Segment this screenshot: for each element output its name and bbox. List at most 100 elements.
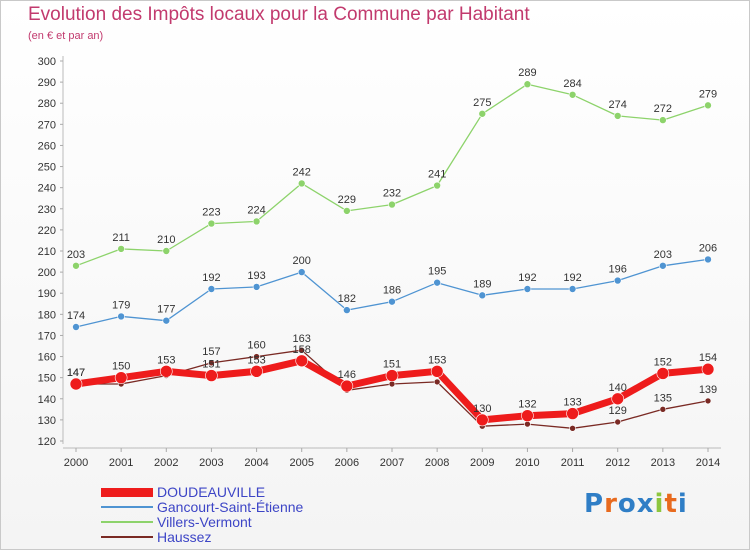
data-label-doudeauville: 158 (293, 344, 311, 356)
data-label-haussez: 147 (67, 367, 85, 379)
data-label-gancourt-saint-etienne: 193 (247, 270, 265, 282)
data-point-gancourt-saint-etienne (568, 285, 577, 293)
data-label-villers-vermont: 272 (654, 103, 672, 115)
data-label-haussez: 160 (247, 340, 265, 352)
y-tick-label: 150 (38, 373, 56, 385)
chart-subtitle: (en € et par an) (28, 30, 104, 42)
data-point-haussez (569, 425, 576, 432)
data-point-gancourt-saint-etienne (162, 316, 171, 325)
logo-letter: o (617, 489, 637, 519)
x-tick-label: 2006 (335, 457, 359, 469)
data-point-villers-vermont (343, 207, 351, 215)
x-tick-label: 2010 (515, 457, 539, 469)
x-tick-label: 2002 (154, 457, 178, 469)
data-point-villers-vermont (613, 112, 622, 120)
data-point-gancourt-saint-etienne (478, 291, 487, 300)
data-point-gancourt-saint-etienne (523, 285, 532, 293)
data-point-doudeauville (250, 365, 263, 378)
data-label-doudeauville: 140 (609, 382, 627, 394)
legend-swatch (101, 521, 153, 523)
legend: DOUDEAUVILLE Gancourt-Saint-Étienne Viller… (101, 484, 361, 545)
legend-item: Gancourt-Saint-Étienne (101, 499, 361, 515)
x-tick-label: 2000 (64, 457, 88, 469)
legend-item: DOUDEAUVILLE (101, 484, 361, 500)
data-point-doudeauville (340, 379, 354, 393)
x-tick-label: 2003 (199, 457, 223, 469)
line-chart: 120 130 140 150 160 170 180 190 200 210 220 230 240 2… (38, 56, 721, 469)
data-label-villers-vermont: 229 (338, 194, 356, 206)
data-label-gancourt-saint-etienne: 186 (383, 285, 401, 297)
data-point-haussez (388, 380, 396, 388)
data-point-doudeauville (385, 369, 399, 382)
data-label-doudeauville: 132 (518, 399, 536, 411)
data-label-gancourt-saint-etienne: 203 (654, 249, 672, 261)
data-point-haussez (298, 346, 306, 354)
y-tick-label: 210 (38, 246, 56, 258)
data-point-gancourt-saint-etienne (388, 297, 396, 306)
data-label-haussez: 163 (293, 333, 311, 345)
x-tick-label: 2007 (380, 457, 404, 469)
y-tick-label: 220 (38, 225, 56, 237)
data-point-gancourt-saint-etienne (72, 323, 80, 331)
data-point-villers-vermont (523, 80, 532, 89)
data-point-doudeauville (69, 377, 83, 391)
legend-item: Haussez (101, 529, 361, 545)
data-point-doudeauville (656, 367, 670, 380)
data-label-villers-vermont: 211 (112, 232, 130, 244)
data-label-villers-vermont: 284 (563, 78, 581, 90)
data-label-haussez: 129 (609, 405, 627, 417)
data-label-villers-vermont: 274 (609, 99, 627, 111)
data-point-haussez (208, 359, 215, 367)
data-label-villers-vermont: 203 (67, 249, 85, 261)
y-tick-label: 280 (38, 98, 56, 110)
data-point-gancourt-saint-etienne (613, 276, 622, 285)
data-label-doudeauville: 151 (383, 359, 401, 371)
legend-label: Haussez (157, 529, 212, 545)
x-tick-label: 2013 (651, 457, 675, 469)
data-label-gancourt-saint-etienne: 192 (563, 272, 581, 284)
data-label-doudeauville: 152 (654, 356, 672, 368)
data-label-gancourt-saint-etienne: 182 (338, 293, 356, 305)
data-label-doudeauville: 153 (428, 354, 446, 366)
data-point-doudeauville (521, 409, 534, 422)
x-tick-label: 2005 (289, 457, 313, 469)
data-point-gancourt-saint-etienne (207, 285, 216, 293)
data-label-doudeauville: 146 (338, 369, 356, 381)
x-tick-label: 2014 (696, 457, 720, 469)
y-tick-label: 270 (38, 119, 56, 131)
data-point-haussez (704, 397, 712, 405)
legend-label: Villers-Vermont (157, 514, 252, 530)
data-point-villers-vermont (704, 101, 712, 110)
data-point-doudeauville (295, 354, 309, 368)
y-tick-label: 300 (38, 56, 56, 68)
legend-item: Villers-Vermont (101, 514, 361, 530)
data-label-haussez: 139 (699, 384, 717, 396)
data-point-villers-vermont (388, 200, 396, 209)
data-point-doudeauville (611, 392, 625, 406)
data-point-gancourt-saint-etienne (659, 261, 667, 270)
data-point-gancourt-saint-etienne (433, 278, 441, 287)
data-label-villers-vermont: 224 (247, 204, 265, 216)
data-label-gancourt-saint-etienne: 206 (699, 242, 717, 254)
x-tick-label: 2009 (470, 457, 494, 469)
data-label-doudeauville: 153 (157, 354, 175, 366)
data-point-gancourt-saint-etienne (343, 306, 351, 314)
data-point-gancourt-saint-etienne (252, 283, 261, 291)
data-point-doudeauville (475, 413, 489, 427)
data-point-villers-vermont (72, 261, 80, 270)
data-label-doudeauville: 133 (563, 397, 581, 409)
data-point-haussez (253, 353, 260, 360)
data-point-villers-vermont (297, 179, 306, 188)
x-tick-label: 2001 (109, 457, 133, 469)
data-label-gancourt-saint-etienne: 196 (609, 264, 627, 276)
logo-letter: r (604, 489, 618, 519)
data-label-haussez: 135 (654, 392, 672, 404)
data-point-villers-vermont (162, 247, 171, 255)
y-tick-label: 180 (38, 309, 56, 321)
data-point-doudeauville (430, 365, 444, 378)
data-label-haussez: 157 (202, 346, 220, 358)
data-label-doudeauville: 147 (67, 367, 85, 379)
data-label-gancourt-saint-etienne: 189 (473, 278, 491, 290)
data-label-gancourt-saint-etienne: 195 (428, 266, 446, 278)
x-tick-label: 2011 (561, 457, 585, 469)
